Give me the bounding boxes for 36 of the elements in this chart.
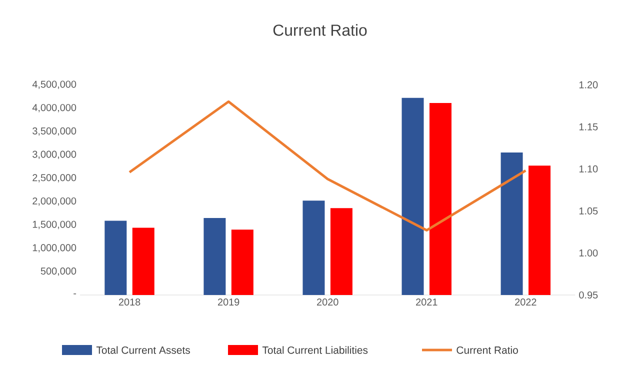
legend-label: Total Current Assets bbox=[96, 346, 190, 354]
y2-tick-label: 1.15 bbox=[579, 123, 598, 130]
x-tick-label: 2021 bbox=[416, 298, 438, 306]
bar bbox=[132, 228, 154, 295]
bar bbox=[330, 208, 352, 295]
chart-title: Current Ratio bbox=[273, 24, 367, 36]
y2-tick-label: 1.10 bbox=[579, 165, 598, 172]
bar bbox=[204, 218, 226, 295]
legend-label: Current Ratio bbox=[456, 346, 518, 354]
y2-tick-label: 1.05 bbox=[579, 207, 598, 214]
bar bbox=[104, 220, 127, 295]
legend-label: Total Current Liabilities bbox=[262, 346, 368, 354]
y-tick-label: 3,500,000 bbox=[32, 127, 76, 136]
y-tick-label: 1,000,000 bbox=[32, 244, 76, 252]
y-tick-label: 3,000,000 bbox=[32, 150, 76, 160]
x-tick-label: 2018 bbox=[118, 298, 140, 306]
bar bbox=[231, 230, 254, 295]
bar bbox=[528, 166, 551, 295]
line-series bbox=[128, 100, 527, 232]
y-tick-label: 1,500,000 bbox=[32, 220, 76, 230]
bar bbox=[500, 152, 523, 295]
y2-tick-label: 1.00 bbox=[579, 249, 598, 256]
x-tick-label: 2022 bbox=[515, 298, 536, 306]
bar bbox=[402, 98, 424, 295]
y-tick-label: 2,500,000 bbox=[32, 174, 76, 182]
bar bbox=[302, 200, 325, 295]
bar bbox=[429, 103, 452, 295]
y-tick-label: 4,500,000 bbox=[32, 80, 76, 89]
y-tick-label: 2,000,000 bbox=[32, 197, 76, 206]
y2-tick-label: 0.95 bbox=[579, 291, 598, 299]
y-tick-label: - bbox=[74, 293, 76, 294]
x-tick-label: 2020 bbox=[317, 298, 338, 306]
y-tick-label: 4,000,000 bbox=[32, 104, 76, 112]
y2-tick-label: 1.20 bbox=[579, 81, 598, 88]
y-tick-label: 500,000 bbox=[40, 268, 76, 276]
x-tick-label: 2019 bbox=[218, 298, 240, 306]
